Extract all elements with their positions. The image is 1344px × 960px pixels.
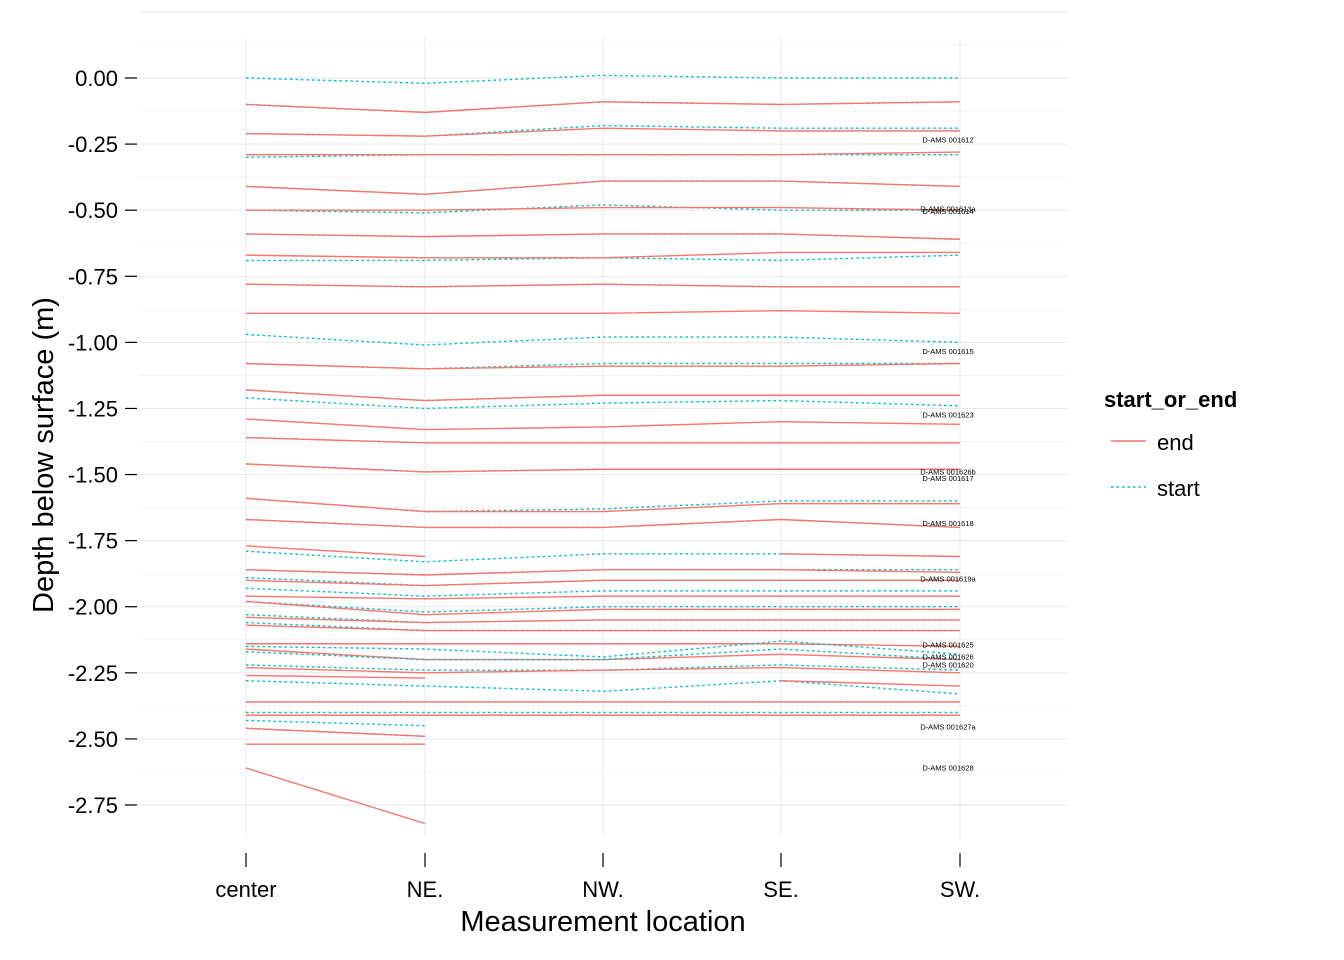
legend-label-start: start — [1157, 476, 1200, 501]
y-tick-label: -2.25 — [68, 661, 118, 686]
series-line-start-42 — [245, 600, 960, 613]
y-tick-label: -0.75 — [68, 264, 118, 289]
series-line-start-19 — [245, 362, 960, 370]
annotation-label-1: D-AMS 001614 — [922, 207, 973, 216]
annotation-label-7: D-AMS 001618 — [922, 519, 973, 528]
y-tick-label: 0.00 — [75, 66, 118, 91]
series-line-start-18 — [245, 333, 961, 346]
series-line-start-5 — [245, 153, 960, 159]
annotation-label-8: D-AMS 001619a — [920, 574, 976, 583]
series-line-end-37 — [245, 569, 961, 576]
annotation-label-5: D-AMS 001626b — [920, 467, 975, 476]
series-line-end-33 — [245, 545, 426, 558]
y-axis-title: Depth below surface (m) — [28, 297, 60, 613]
y-tick-label: -1.50 — [68, 463, 118, 488]
annotation-label-13: D-AMS 001628 — [922, 763, 973, 772]
y-tick-label: -2.00 — [68, 595, 118, 620]
series-line-end-63 — [245, 727, 426, 737]
series-line-end-17 — [246, 309, 961, 314]
annotation-label-12: D-AMS 001627a — [920, 723, 976, 732]
series-line-end-4 — [245, 127, 960, 137]
series-line-start-40 — [245, 587, 960, 597]
series-line-start-51 — [245, 648, 961, 661]
series-line-start-9 — [245, 204, 960, 214]
x-tick-label: SE. — [763, 877, 798, 902]
x-tick-label: NW. — [582, 877, 624, 902]
series-line-start-13 — [246, 254, 961, 262]
series-line-end-45 — [245, 616, 960, 624]
annotation-label-0: D-AMS 001612 — [922, 136, 973, 145]
y-tick-label: -1.00 — [68, 330, 118, 355]
annotation-label-2: D-AMS 001613a — [920, 204, 976, 213]
series-line-end-43 — [245, 600, 960, 616]
grid — [140, 11, 1067, 838]
series-line-start-36 — [245, 569, 960, 576]
series-line-start-55 — [245, 680, 961, 695]
annotation-label-3: D-AMS 001615 — [922, 347, 973, 356]
legend: start_or_end end start — [1104, 387, 1237, 501]
series-line-end-6 — [246, 151, 961, 156]
series-line-end-41 — [245, 595, 960, 600]
legend-label-end: end — [1157, 430, 1194, 455]
series-line-end-20 — [245, 362, 961, 370]
series-line-start-3 — [245, 124, 960, 137]
x-axis-title: Measurement location — [460, 906, 745, 938]
annotation-label-11: D-AMS 001620 — [922, 660, 973, 669]
series-line-end-48 — [246, 643, 961, 648]
series-line-start-29 — [245, 497, 960, 513]
axes-layer: 0.00 -0.25 -0.50 -0.75 -1.00 -1.25 -1.50 -1.75 -… — [68, 66, 980, 902]
y-tick-label: -0.25 — [68, 132, 118, 157]
series-line-end-39 — [245, 579, 960, 587]
series-line-start-0 — [245, 74, 960, 84]
series-line-end-53 — [245, 666, 961, 674]
series-line-start-23 — [245, 397, 961, 410]
y-tick-label: -2.50 — [68, 727, 118, 752]
series-line-start-49 — [245, 640, 961, 658]
x-tick-label: SW. — [940, 877, 980, 902]
legend-title: start_or_end — [1104, 387, 1237, 412]
series-line-end-50 — [245, 648, 961, 661]
series-line-end-10 — [246, 206, 961, 211]
annotation-label-9: D-AMS 001625 — [922, 641, 973, 650]
series-line-end-12 — [245, 233, 961, 240]
y-tick-label: -1.25 — [68, 396, 118, 421]
series-line-end-22 — [245, 389, 960, 402]
series-line-end-56 — [780, 680, 961, 687]
series-line-end-14 — [245, 251, 960, 259]
x-tick-label: NE. — [407, 877, 444, 902]
series-line-end-16 — [245, 283, 960, 288]
series-line-end-47 — [245, 624, 960, 632]
y-tick-label: -1.75 — [68, 529, 118, 554]
series-line-end-32 — [245, 518, 961, 529]
annotation-label-6: D-AMS 001617 — [922, 474, 973, 483]
series-layer — [245, 74, 961, 825]
series-line-start-61 — [245, 719, 426, 727]
series-line-end-2 — [245, 101, 961, 114]
series-line-end-26 — [245, 436, 960, 444]
annotation-label-4: D-AMS 001623 — [922, 411, 973, 420]
series-line-end-54 — [245, 674, 426, 679]
y-tick-label: -0.50 — [68, 198, 118, 223]
series-line-end-65 — [245, 767, 426, 825]
series-line-end-28 — [245, 463, 960, 473]
series-line-end-35 — [780, 553, 961, 558]
series-line-end-24 — [245, 418, 961, 431]
y-tick-label: -2.75 — [68, 793, 118, 818]
x-tick-label: center — [215, 877, 276, 902]
series-line-end-30 — [245, 497, 960, 513]
annotation-label-10: D-AMS 001626 — [922, 652, 973, 661]
series-line-end-8 — [245, 180, 961, 196]
series-line-start-52 — [245, 664, 961, 671]
